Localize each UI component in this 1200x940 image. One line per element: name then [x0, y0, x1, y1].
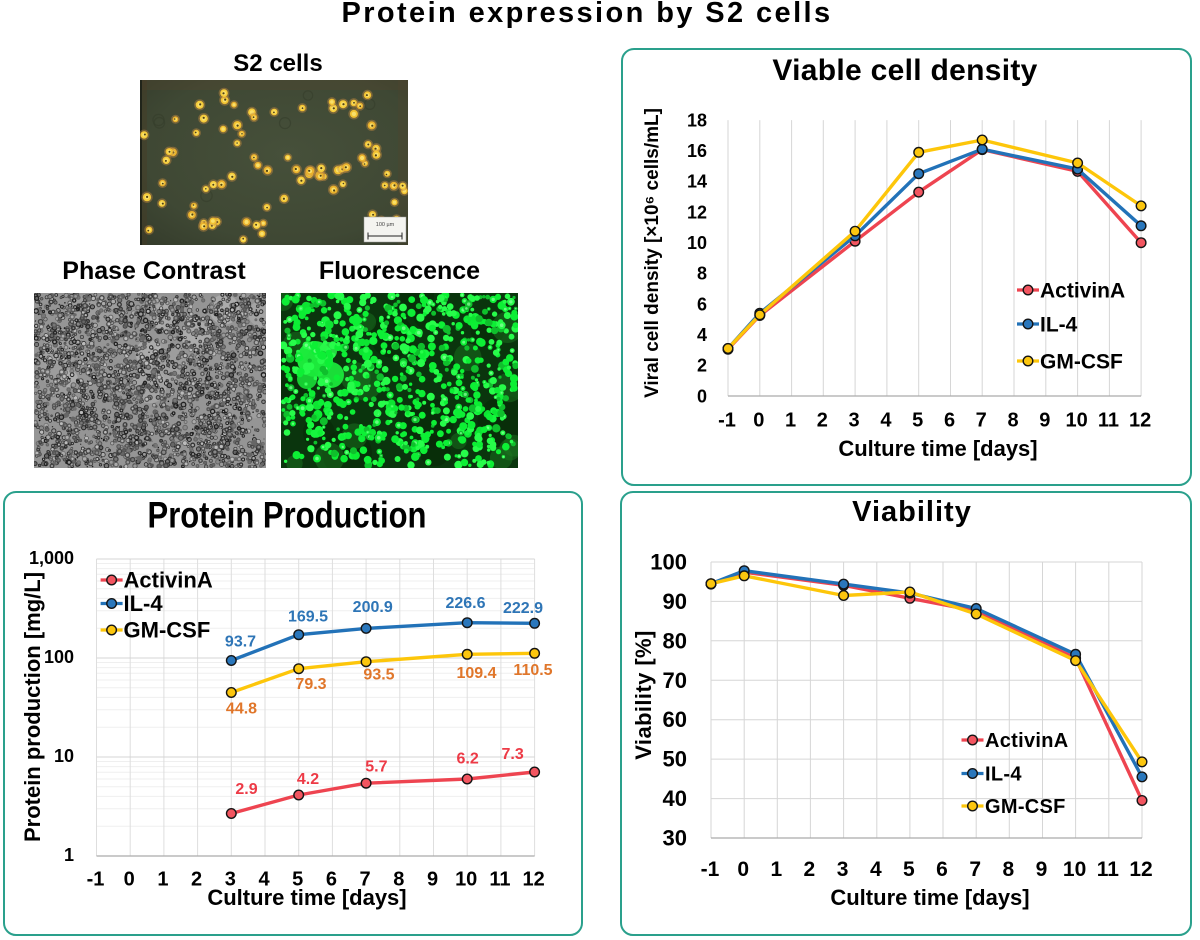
svg-text:11: 11 [1097, 858, 1120, 881]
svg-text:Viability [%]: Viability [%] [631, 630, 656, 760]
svg-text:40: 40 [663, 786, 687, 811]
svg-text:2.9: 2.9 [235, 781, 257, 798]
svg-text:10: 10 [1063, 858, 1086, 881]
svg-text:7.3: 7.3 [501, 746, 523, 763]
svg-text:6: 6 [936, 858, 948, 881]
svg-text:2: 2 [697, 356, 707, 376]
svg-text:10: 10 [455, 869, 477, 891]
svg-text:4: 4 [697, 325, 707, 345]
svg-text:3: 3 [225, 869, 236, 891]
svg-text:10: 10 [54, 746, 74, 766]
svg-text:6.2: 6.2 [456, 751, 478, 768]
svg-text:93.5: 93.5 [363, 666, 394, 683]
svg-text:7: 7 [360, 869, 371, 891]
svg-text:7: 7 [969, 858, 981, 881]
svg-text:4: 4 [870, 858, 882, 881]
svg-text:109.4: 109.4 [456, 665, 496, 682]
svg-text:Viral cell density [×10⁶ cells: Viral cell density [×10⁶ cells/mL] [642, 108, 663, 398]
svg-text:1: 1 [785, 410, 796, 432]
svg-text:-1: -1 [718, 410, 736, 432]
svg-text:200.9: 200.9 [353, 599, 393, 616]
svg-text:93.7: 93.7 [225, 634, 256, 651]
svg-text:GM-CSF: GM-CSF [985, 796, 1066, 818]
svg-text:Protein production [mg/L]: Protein production [mg/L] [20, 572, 45, 842]
svg-text:50: 50 [663, 747, 687, 772]
svg-text:4: 4 [880, 410, 892, 432]
svg-text:70: 70 [663, 668, 687, 693]
svg-text:100: 100 [650, 550, 687, 575]
svg-text:12: 12 [1129, 858, 1152, 881]
svg-text:-1: -1 [701, 858, 720, 881]
svg-text:12: 12 [1129, 410, 1151, 432]
svg-text:10: 10 [687, 233, 707, 253]
svg-text:9: 9 [427, 869, 438, 891]
svg-text:8: 8 [1007, 410, 1018, 432]
svg-text:Protein Production: Protein Production [148, 495, 427, 536]
svg-text:IL-4: IL-4 [1040, 313, 1078, 336]
svg-text:1: 1 [157, 869, 168, 891]
svg-text:9: 9 [1036, 858, 1048, 881]
svg-text:Viable cell density: Viable cell density [772, 54, 1037, 87]
svg-text:4: 4 [258, 869, 270, 891]
svg-text:ActivinA: ActivinA [124, 568, 213, 593]
svg-text:4.2: 4.2 [297, 771, 319, 788]
svg-text:12: 12 [687, 202, 707, 222]
svg-text:7: 7 [976, 410, 987, 432]
svg-text:-1: -1 [87, 869, 105, 891]
svg-text:1,000: 1,000 [29, 548, 74, 568]
svg-text:0: 0 [697, 386, 707, 406]
svg-text:79.3: 79.3 [295, 676, 326, 693]
svg-text:8: 8 [1002, 858, 1014, 881]
svg-text:169.5: 169.5 [288, 609, 328, 626]
svg-text:5: 5 [292, 869, 303, 891]
svg-text:1: 1 [770, 858, 782, 881]
svg-text:1: 1 [64, 845, 74, 865]
svg-text:5: 5 [912, 410, 923, 432]
svg-text:Culture time [days]: Culture time [days] [830, 885, 1029, 910]
svg-text:226.6: 226.6 [445, 595, 485, 612]
svg-text:11: 11 [1098, 410, 1119, 432]
svg-text:2: 2 [804, 858, 816, 881]
svg-text:100: 100 [44, 647, 74, 667]
svg-text:ActivinA: ActivinA [985, 730, 1069, 752]
svg-text:18: 18 [687, 110, 707, 130]
svg-text:10: 10 [1065, 410, 1087, 432]
svg-text:IL-4: IL-4 [985, 764, 1022, 786]
svg-text:60: 60 [663, 707, 687, 732]
svg-text:16: 16 [687, 141, 707, 161]
svg-text:30: 30 [663, 826, 687, 851]
svg-text:9: 9 [1039, 410, 1050, 432]
svg-text:3: 3 [849, 410, 860, 432]
svg-text:2: 2 [191, 869, 202, 891]
svg-text:222.9: 222.9 [503, 600, 543, 617]
svg-text:12: 12 [522, 869, 544, 891]
svg-text:100 µm: 100 µm [376, 222, 395, 228]
svg-text:8: 8 [393, 869, 404, 891]
svg-text:0: 0 [737, 858, 749, 881]
svg-text:5.7: 5.7 [365, 758, 387, 775]
svg-text:6: 6 [326, 869, 337, 891]
svg-text:5: 5 [903, 858, 915, 881]
svg-text:GM-CSF: GM-CSF [1040, 350, 1123, 373]
svg-text:0: 0 [753, 410, 764, 432]
svg-text:3: 3 [837, 858, 849, 881]
svg-text:Culture time [days]: Culture time [days] [207, 885, 406, 910]
svg-text:90: 90 [663, 589, 687, 614]
svg-text:0: 0 [124, 869, 135, 891]
svg-text:GM-CSF: GM-CSF [124, 618, 211, 643]
svg-text:80: 80 [663, 628, 687, 653]
svg-text:110.5: 110.5 [513, 662, 552, 679]
svg-text:2: 2 [817, 410, 828, 432]
svg-text:6: 6 [697, 294, 707, 314]
svg-text:6: 6 [944, 410, 955, 432]
svg-text:ActivinA: ActivinA [1040, 279, 1125, 302]
svg-text:8: 8 [697, 264, 707, 284]
svg-text:44.8: 44.8 [226, 701, 257, 718]
svg-text:11: 11 [489, 869, 510, 891]
svg-text:14: 14 [687, 172, 707, 192]
svg-text:Viability: Viability [852, 496, 972, 528]
svg-text:Culture time [days]: Culture time [days] [838, 436, 1037, 461]
svg-text:IL-4: IL-4 [124, 591, 164, 616]
